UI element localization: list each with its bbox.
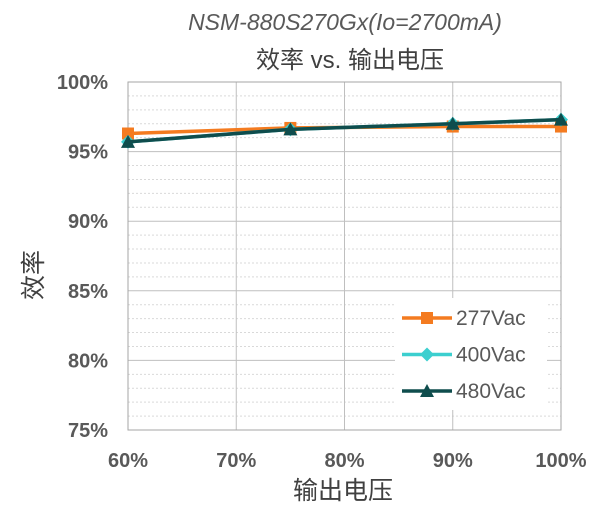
legend-label: 400Vac	[456, 344, 526, 367]
series-480Vac	[121, 112, 568, 148]
data-point-triangle	[445, 116, 460, 130]
y-tick-label: 100%	[57, 72, 108, 94]
x-tick-label: 90%	[433, 450, 473, 472]
data-point-triangle	[283, 122, 298, 136]
series-layer	[121, 112, 568, 149]
y-tick-label: 85%	[68, 281, 108, 303]
data-point-square	[122, 127, 134, 140]
series-line	[127, 117, 562, 144]
chart-subtitle: 效率 vs. 输出电压	[256, 47, 444, 74]
legend-label: 480Vac	[456, 380, 526, 403]
legend-item-480Vac: 480Vac	[402, 380, 526, 403]
data-point-triangle	[554, 112, 568, 126]
x-axis-label: 输出电压	[293, 477, 393, 505]
x-tick-label: 80%	[324, 450, 364, 472]
x-tick-label: 60%	[108, 450, 148, 472]
legend-item-400Vac: 400Vac	[402, 344, 526, 367]
legend: 277Vac 400Vac 480Vac	[395, 298, 547, 410]
legend-item-277Vac: 277Vac	[402, 307, 526, 330]
chart-title: NSM-880S270Gx(Io=2700mA)	[188, 9, 502, 35]
plot-area-border	[127, 81, 562, 431]
legend-label: 277Vac	[456, 307, 526, 330]
y-tick-label: 95%	[68, 142, 108, 164]
x-tick-label: 100%	[535, 450, 586, 472]
legend-marker-triangle	[420, 384, 434, 397]
y-tick-labels: 75% 80% 85% 90% 95% 100%	[57, 72, 108, 442]
x-tick-labels: 60% 70% 80% 90% 100%	[108, 450, 587, 472]
y-tick-label: 90%	[68, 211, 108, 233]
legend-marker-square	[421, 312, 433, 324]
y-tick-label: 75%	[68, 420, 108, 442]
legend-marker-diamond	[420, 347, 434, 362]
y-axis-label: 效率	[20, 250, 48, 300]
x-tick-label: 70%	[216, 450, 256, 472]
data-point-triangle	[121, 134, 135, 148]
y-tick-label: 80%	[68, 350, 108, 372]
